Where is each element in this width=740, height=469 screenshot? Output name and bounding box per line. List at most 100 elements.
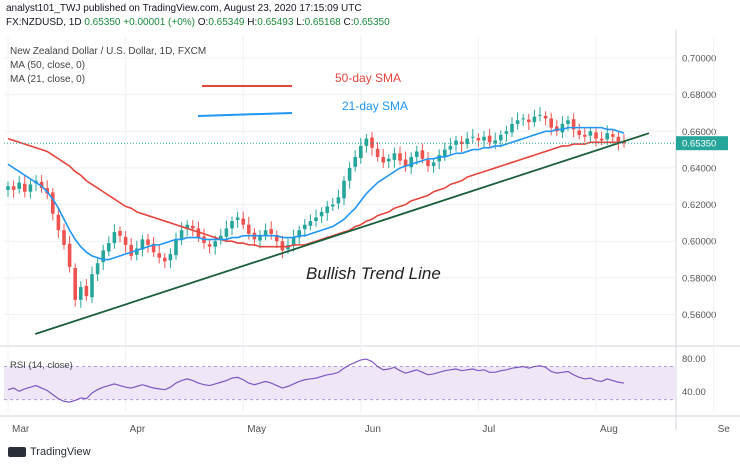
candle-body [107, 243, 111, 252]
legend-ma50: MA (50, close, 0) [10, 60, 86, 71]
candle-body [420, 150, 425, 159]
sma21-annotation: 21-day SMA [342, 99, 408, 113]
low-label: L: [296, 17, 305, 28]
last-close: 0.65350 [84, 17, 121, 28]
candle-body [583, 134, 587, 137]
candle-body [465, 138, 469, 145]
last-price-tag [676, 136, 728, 151]
price-tick-label: 0.60000 [682, 237, 716, 248]
candle-body [336, 197, 341, 204]
price-tick-label: 0.68000 [682, 90, 716, 101]
open-value: 0.65349 [208, 17, 245, 28]
candle-body [493, 140, 497, 144]
candle-body [146, 239, 150, 245]
rsi-tick-label: 40.00 [682, 387, 706, 398]
price-tick-label: 0.70000 [682, 53, 716, 64]
candle-body [549, 118, 553, 128]
candle-body [280, 241, 285, 251]
candle-body [532, 116, 537, 123]
candle-body [398, 153, 402, 161]
price-tick-label: 0.64000 [682, 163, 716, 174]
candle-body [157, 253, 161, 258]
candle-body [571, 119, 576, 130]
time-tick-label: Se [718, 424, 731, 435]
tradingview-logo-icon [8, 447, 26, 457]
candle-body [118, 230, 122, 236]
candle-body [51, 192, 55, 214]
candle-body [207, 244, 212, 247]
candle-body [163, 257, 167, 262]
candle-body [308, 221, 313, 226]
candle-body [241, 218, 245, 225]
candle-body [364, 138, 369, 146]
candle-body [454, 140, 458, 145]
publisher-line: analyst101_TWJ published on TradingView.… [6, 3, 362, 14]
close-value: 0.65350 [353, 17, 390, 28]
ohlc-line: FX:NZDUSD, 1D 0.65350 +0.00001 (+0%) O:0… [6, 17, 390, 28]
candle-body [17, 182, 21, 189]
candle-body [342, 180, 346, 199]
candle-body [403, 159, 408, 167]
candle-body [123, 236, 128, 245]
candle-body [84, 285, 89, 297]
price-tick-label: 0.62000 [682, 200, 716, 211]
time-tick-label: May [247, 424, 266, 435]
candle-body [476, 137, 481, 141]
candle-body [28, 184, 33, 192]
candle-body [331, 204, 335, 207]
sma50-line [7, 137, 624, 248]
candle-body [39, 181, 44, 189]
candle-body [437, 155, 441, 162]
rsi-line [7, 358, 625, 403]
price-tick-label: 0.58000 [682, 273, 716, 284]
candle-body [191, 225, 195, 229]
candle-body [112, 232, 117, 244]
candle-body [213, 241, 217, 247]
candle-body [303, 224, 307, 230]
candle-body [179, 230, 184, 240]
candle-body [230, 221, 234, 229]
candle-body [314, 217, 318, 222]
candle-body [415, 151, 419, 157]
candle-body [258, 235, 262, 241]
candle-body [11, 186, 16, 190]
candle-body [504, 131, 509, 134]
candle-body [611, 134, 615, 137]
candle-body [431, 162, 436, 167]
candle-body [543, 115, 548, 119]
last-price-tag-label: 0.65350 [682, 139, 716, 150]
sma21-line [7, 126, 625, 261]
candle-body [459, 141, 464, 145]
candle-body [560, 123, 565, 133]
time-tick-label: Jun [365, 424, 381, 435]
candle-body [347, 167, 352, 181]
candle-body [79, 287, 83, 300]
candle-body [247, 224, 251, 234]
tradingview-brand[interactable]: TradingView [8, 446, 91, 458]
time-tick-label: Mar [12, 424, 30, 435]
candle-body [515, 120, 520, 124]
candle-body [23, 183, 27, 192]
legend-ma21: MA (21, close, 0) [10, 74, 86, 85]
candle-body [56, 214, 61, 231]
candle-body [387, 158, 391, 162]
sma21-legend-swatch [197, 112, 293, 117]
candle-body [527, 119, 531, 123]
candle-body [566, 120, 570, 124]
time-tick-label: Apr [130, 424, 146, 435]
candle-body [616, 136, 621, 143]
bullish-trend-line [34, 132, 650, 335]
candle-body [471, 136, 475, 138]
candle-body [151, 243, 156, 253]
candle-body [510, 123, 514, 133]
candle-body [62, 230, 66, 245]
chart-title: New Zealand Dollar / U.S. Dollar, 1D, FX… [10, 46, 207, 57]
time-tick-label: Aug [600, 424, 618, 435]
time-tick-label: Jul [482, 424, 495, 435]
candle-body [325, 206, 329, 214]
candle-body [353, 156, 357, 167]
candle-body [275, 234, 279, 242]
candle-body [392, 153, 397, 160]
price-tick-label: 0.66000 [682, 127, 716, 138]
